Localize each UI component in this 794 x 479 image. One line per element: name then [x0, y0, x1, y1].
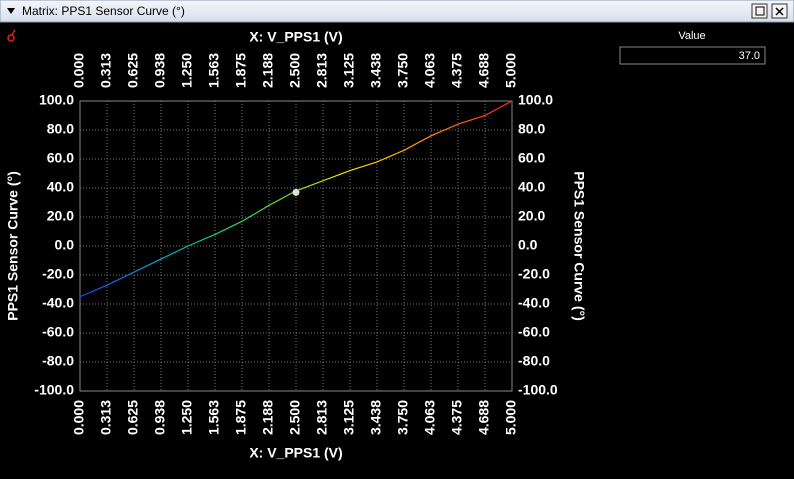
y-tick-label: -60.0	[42, 324, 74, 340]
status-icon	[7, 29, 16, 42]
value-label: Value	[678, 30, 705, 42]
y-tick-label-right: -80.0	[518, 353, 550, 369]
x-tick-label-bottom: 1.250	[179, 400, 195, 435]
menu-arrow[interactable]	[7, 8, 15, 14]
window-title: Matrix: PPS1 Sensor Curve (°)	[22, 4, 185, 18]
x-tick-label-top: 1.875	[233, 53, 249, 88]
y-tick-label-right: 40.0	[518, 179, 545, 195]
x-tick-label-bottom: 1.563	[206, 400, 222, 435]
y-tick-label: -100.0	[34, 382, 74, 398]
y-tick-label-right: 0.0	[518, 237, 538, 253]
y-tick-label-right: 100.0	[518, 92, 553, 108]
x-tick-label-bottom: 4.063	[422, 400, 438, 435]
x-tick-label-top: 1.250	[179, 53, 195, 88]
y-tick-label-right: -40.0	[518, 295, 550, 311]
x-tick-label-top: 1.563	[206, 53, 222, 88]
y-tick-label: -20.0	[42, 266, 74, 282]
y-tick-label: -80.0	[42, 353, 74, 369]
x-tick-label-top: 2.500	[287, 53, 303, 88]
x-axis-title-bottom: X: V_PPS1 (V)	[249, 445, 342, 461]
x-tick-label-bottom: 2.813	[314, 400, 330, 435]
title-bar	[0, 0, 794, 23]
x-tick-label-top: 4.375	[449, 53, 465, 88]
y-tick-label: 100.0	[39, 92, 74, 108]
y-tick-label: 80.0	[47, 121, 74, 137]
y-tick-label-right: 20.0	[518, 208, 545, 224]
x-tick-label-bottom: 0.938	[152, 400, 168, 435]
x-tick-label-bottom: 0.625	[125, 400, 141, 435]
x-tick-label-bottom: 3.750	[395, 400, 411, 435]
x-tick-label-top: 3.125	[341, 53, 357, 88]
x-tick-label-bottom: 2.188	[260, 400, 276, 435]
x-tick-label-bottom: 3.438	[368, 400, 384, 435]
x-tick-label-bottom: 0.313	[98, 400, 114, 435]
x-tick-label-top: 3.750	[395, 53, 411, 88]
y-tick-label-right: -100.0	[518, 382, 558, 398]
y-tick-label-right: 60.0	[518, 150, 545, 166]
x-tick-label-top: 0.938	[152, 53, 168, 88]
y-tick-label: 20.0	[47, 208, 74, 224]
y-tick-label: 40.0	[47, 179, 74, 195]
x-tick-label-top: 3.438	[368, 53, 384, 88]
x-tick-label-bottom: 1.875	[233, 400, 249, 435]
y-axis-title-left: PPS1 Sensor Curve (°)	[5, 171, 21, 321]
x-tick-label-top: 4.688	[476, 53, 492, 88]
value-box	[619, 46, 766, 65]
x-tick-label-top: 4.063	[422, 53, 438, 88]
y-tick-label-right: -20.0	[518, 266, 550, 282]
x-tick-label-bottom: 5.000	[503, 400, 519, 435]
y-tick-label: 60.0	[47, 150, 74, 166]
y-tick-label: -40.0	[42, 295, 74, 311]
y-tick-label-right: 80.0	[518, 121, 545, 137]
value-text: 37.0	[739, 50, 760, 62]
x-tick-label-top: 0.625	[125, 53, 141, 88]
x-tick-label-top: 0.000	[71, 53, 87, 88]
x-tick-label-bottom: 3.125	[341, 400, 357, 435]
maximize-button[interactable]	[751, 3, 768, 19]
cursor-point	[292, 188, 300, 196]
y-axis-title-right: PPS1 Sensor Curve (°)	[571, 171, 587, 321]
x-tick-label-top: 5.000	[503, 53, 519, 88]
x-tick-label-bottom: 2.500	[287, 400, 303, 435]
y-tick-label: 0.0	[55, 237, 75, 253]
x-tick-label-top: 2.813	[314, 53, 330, 88]
x-tick-label-bottom: 0.000	[71, 400, 87, 435]
x-tick-label-bottom: 4.688	[476, 400, 492, 435]
y-tick-label-right: -60.0	[518, 324, 550, 340]
x-tick-label-top: 0.313	[98, 53, 114, 88]
x-axis-title-top: X: V_PPS1 (V)	[249, 29, 342, 45]
plot-frame	[79, 100, 513, 392]
x-tick-label-bottom: 4.375	[449, 400, 465, 435]
x-tick-label-top: 2.188	[260, 53, 276, 88]
close-icon	[775, 7, 784, 16]
maximize-icon	[755, 6, 765, 16]
